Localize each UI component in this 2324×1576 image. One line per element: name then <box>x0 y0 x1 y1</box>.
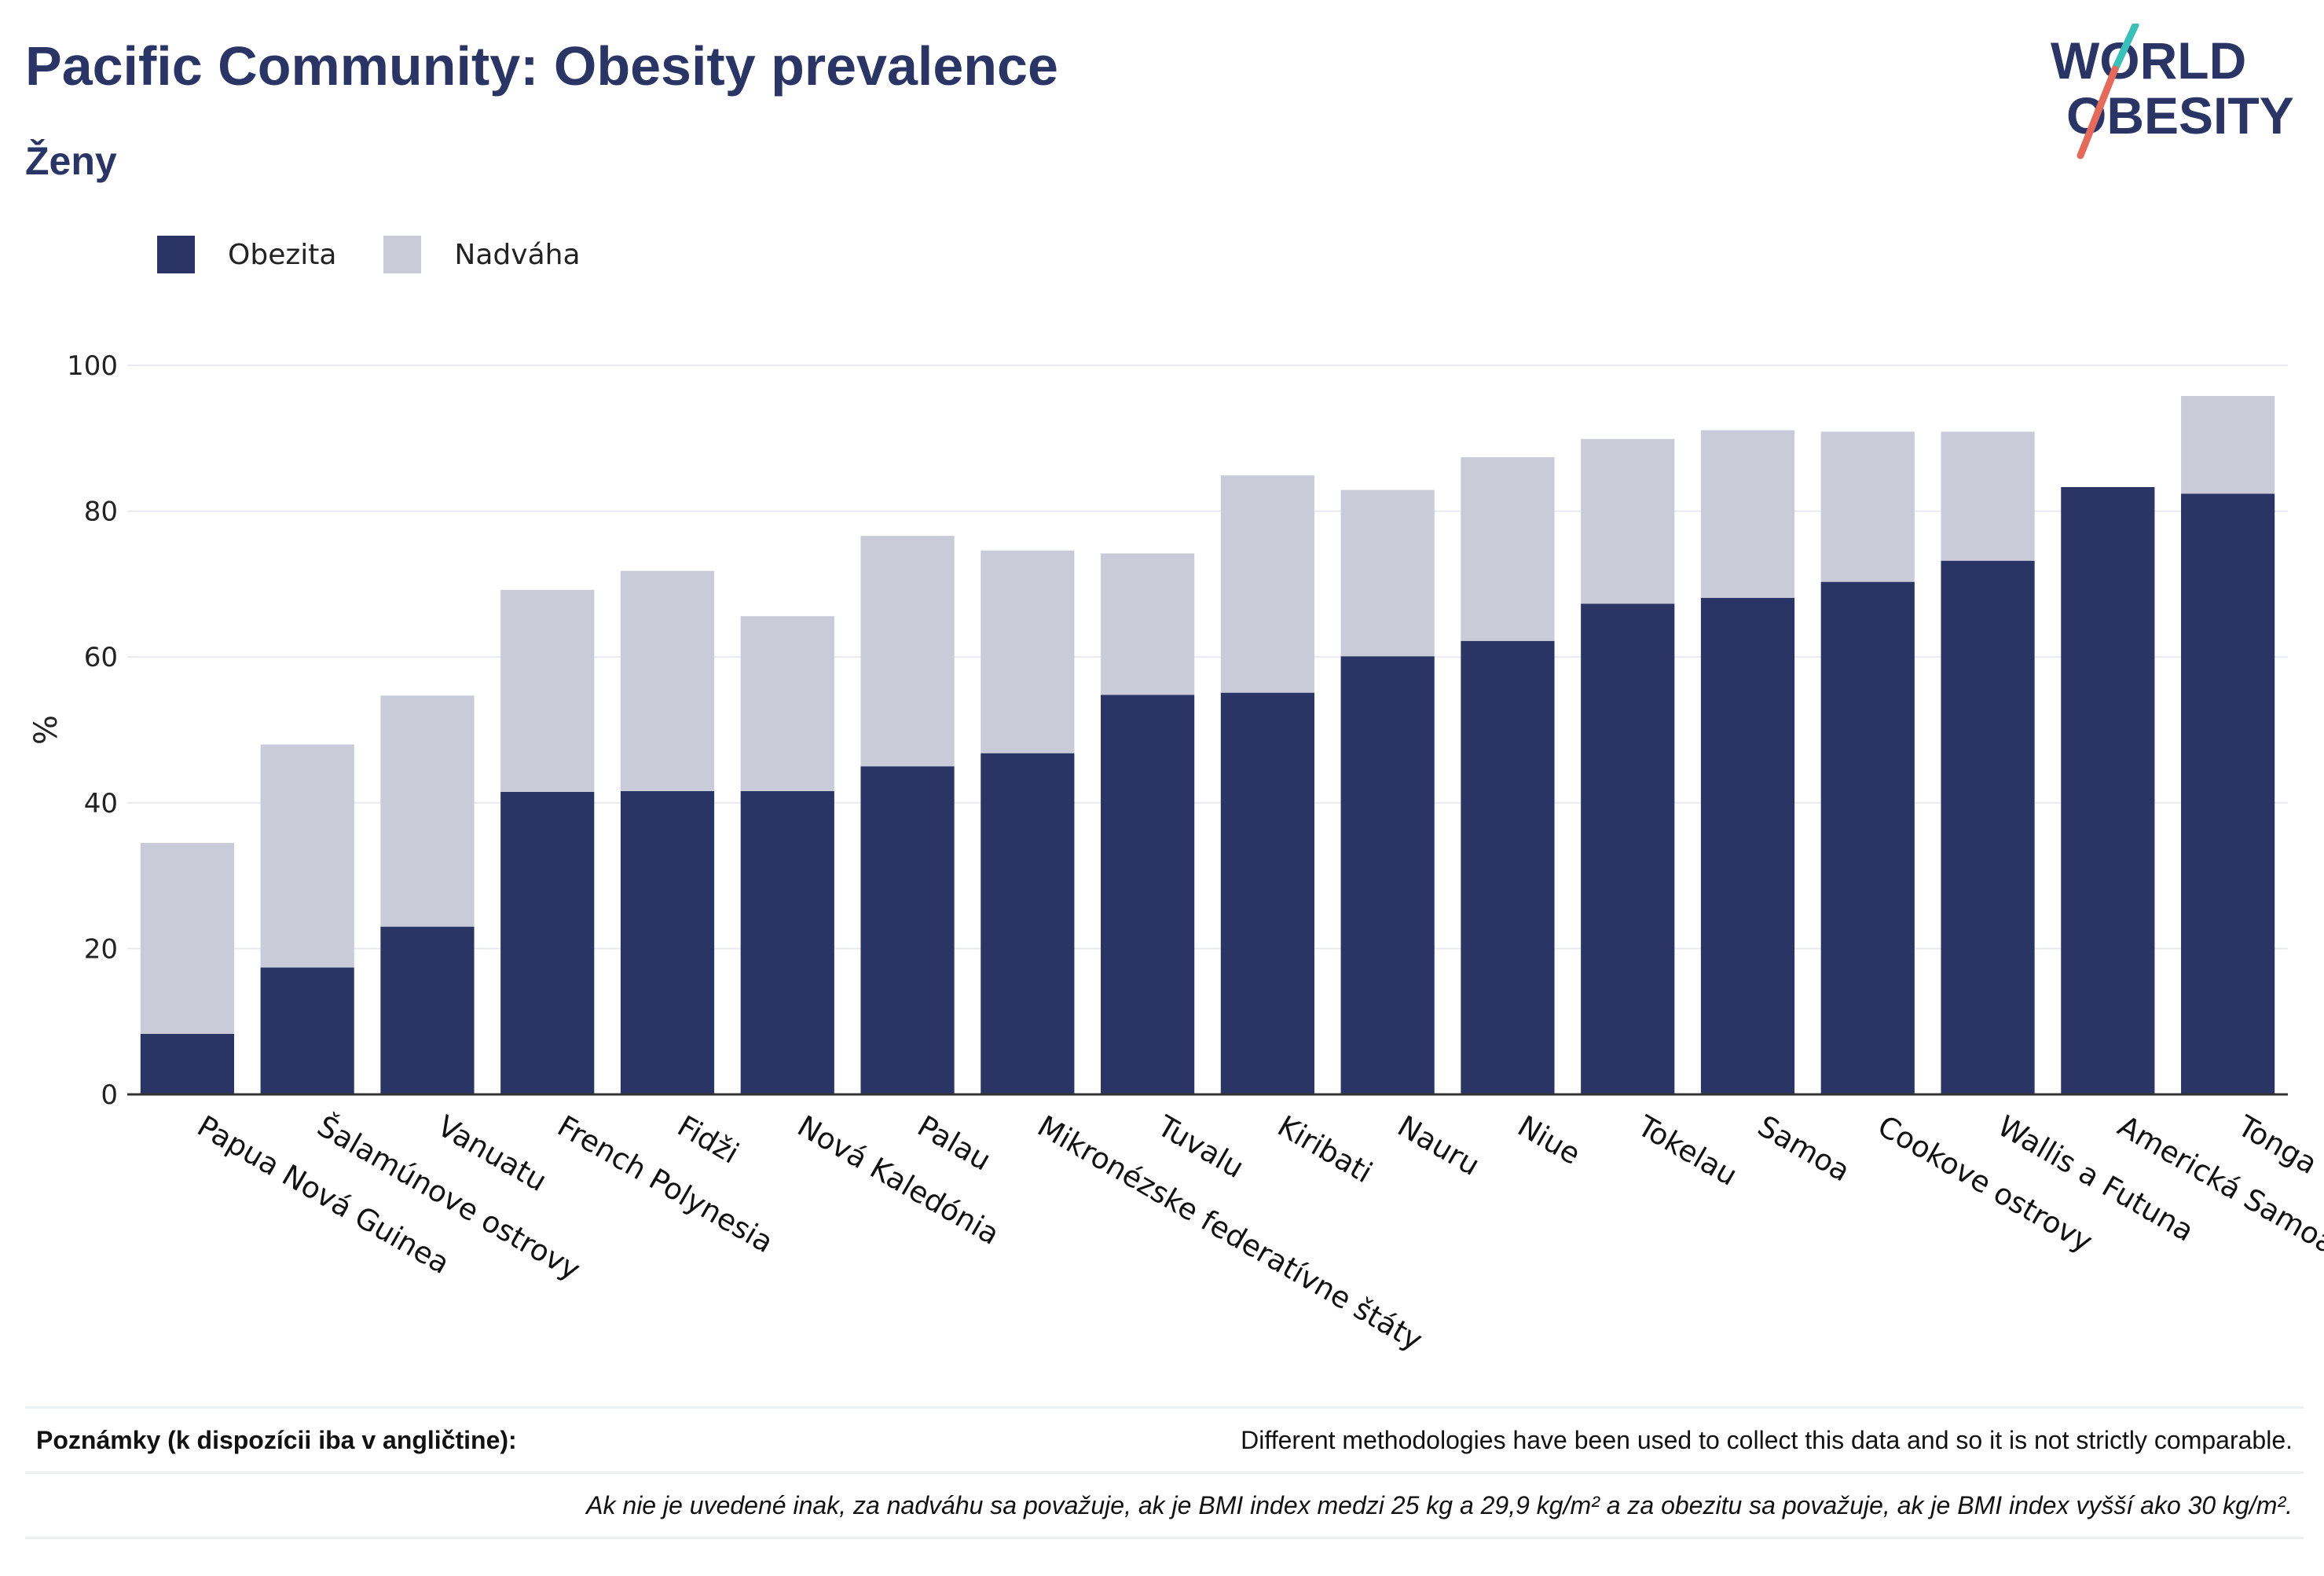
x-tick-label: Fidži <box>672 1109 745 1171</box>
notes-bmi-definition: Ak nie je uvedené inak, za nadváhu sa po… <box>586 1491 2293 1519</box>
bar-obezita <box>1220 692 1314 1094</box>
bar-obezita <box>1700 598 1795 1094</box>
bar-nadvaha <box>1461 456 1555 641</box>
x-tick-label: Tokelau <box>1631 1109 1743 1193</box>
y-tick-label: 20 <box>84 933 118 965</box>
chart-legend: Obezita Nadváha <box>157 236 628 273</box>
x-tick-label: Samoa <box>1752 1109 1856 1189</box>
bar-nadvaha <box>500 589 595 792</box>
logo-text-obesity: OBESITY <box>2066 86 2294 145</box>
bar-obezita <box>1340 656 1435 1094</box>
bar-obezita <box>2181 493 2275 1094</box>
bar-nadvaha <box>1941 431 2035 561</box>
bar-obezita <box>1461 640 1555 1094</box>
legend-item-obezita: Obezita <box>157 236 336 273</box>
bar-obezita <box>1820 581 1915 1094</box>
notes-methodology-text: Different methodologies have been used t… <box>1241 1426 2293 1454</box>
legend-label-nadvaha: Nadváha <box>454 238 581 271</box>
notes-row-1: Poznámky (k dispozícii iba v angličtine)… <box>25 1406 2304 1472</box>
bar-nadvaha <box>260 744 354 968</box>
notes-row-2: Ak nie je uvedené inak, za nadváhu sa po… <box>25 1472 2304 1539</box>
x-tick-label: Nauru <box>1392 1109 1486 1182</box>
bar-obezita <box>620 790 715 1094</box>
bar-obezita <box>380 926 475 1094</box>
legend-swatch-nadvaha <box>383 236 422 273</box>
x-tick-label: Palau <box>912 1109 997 1178</box>
chart-title: Pacific Community: Obesity prevalence <box>25 35 1058 97</box>
bar-obezita <box>2061 486 2155 1094</box>
bar-obezita <box>500 791 595 1094</box>
bar-nadvaha <box>1581 438 1675 604</box>
notes-label: Poznámky (k dispozícii iba v angličtine)… <box>36 1426 517 1454</box>
x-tick-label: Americká Samoa <box>2112 1109 2324 1262</box>
x-tick-label: Tonga <box>2231 1109 2322 1181</box>
legend-swatch-obezita <box>157 236 195 273</box>
x-tick-label: Wallis a Futuna <box>1992 1109 2200 1248</box>
y-axis-label: % <box>28 715 64 745</box>
bar-obezita <box>1941 560 2035 1094</box>
bar-obezita <box>860 766 955 1094</box>
x-tick-label: Niue <box>1512 1109 1585 1171</box>
bar-nadvaha <box>620 570 715 791</box>
bar-nadvaha <box>740 616 834 791</box>
bar-obezita <box>981 753 1075 1094</box>
x-tick-label: Tuvalu <box>1151 1109 1249 1185</box>
bar-nadvaha <box>1700 430 1795 599</box>
bar-nadvaha <box>1820 431 1915 582</box>
x-tick-label: Kiribati <box>1272 1109 1378 1190</box>
world-obesity-logo: WORLD OBESITY <box>2051 24 2294 159</box>
bar-nadvaha <box>860 536 955 767</box>
logo-text-world: WORLD <box>2051 31 2246 90</box>
bar-obezita <box>1581 603 1675 1094</box>
legend-item-nadvaha: Nadváha <box>383 236 581 273</box>
x-tick-label: French Polynesia <box>552 1109 779 1260</box>
bar-obezita <box>740 790 834 1094</box>
bar-obezita <box>140 1033 234 1094</box>
chart-subtitle: Ženy <box>25 139 117 183</box>
y-tick-label: 60 <box>84 642 118 673</box>
x-tick-label: Cookove ostrovy <box>1872 1109 2099 1259</box>
y-tick-label: 80 <box>84 497 118 528</box>
y-tick-label: 0 <box>101 1079 118 1111</box>
y-tick-label: 40 <box>84 788 118 819</box>
y-tick-label: 100 <box>67 350 118 382</box>
bar-obezita <box>260 967 354 1094</box>
bar-nadvaha <box>140 842 234 1034</box>
legend-label-obezita: Obezita <box>228 238 337 271</box>
bar-nadvaha <box>1220 475 1314 693</box>
notes-section: Poznámky (k dispozícii iba v angličtine)… <box>25 1406 2304 1539</box>
bar-nadvaha <box>981 550 1075 753</box>
bar-obezita <box>1101 695 1195 1094</box>
bar-nadvaha <box>1340 489 1435 657</box>
bar-nadvaha <box>380 695 475 927</box>
bar-nadvaha <box>2181 395 2275 494</box>
x-tick-label: Nová Kaledónia <box>792 1109 1005 1252</box>
bar-nadvaha <box>1101 553 1195 695</box>
